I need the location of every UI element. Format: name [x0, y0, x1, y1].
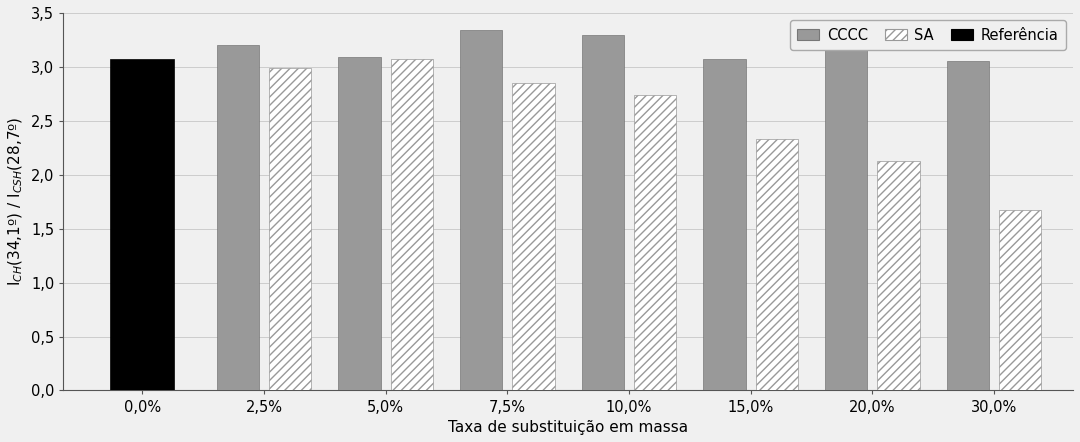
Bar	[703, 59, 746, 390]
Bar	[946, 61, 989, 390]
Bar	[269, 68, 311, 390]
Bar	[877, 161, 920, 390]
X-axis label: Taxa de substituição em massa: Taxa de substituição em massa	[448, 420, 688, 435]
Bar	[634, 95, 676, 390]
Bar	[217, 45, 259, 390]
Bar	[460, 30, 502, 390]
Bar	[512, 83, 555, 390]
Y-axis label: I$_{CH}$(34,1º) / I$_{CSH}$(28,7º): I$_{CH}$(34,1º) / I$_{CSH}$(28,7º)	[6, 117, 25, 286]
Bar	[391, 59, 433, 390]
Bar	[999, 210, 1041, 390]
Legend: CCCC, SA, Referência: CCCC, SA, Referência	[791, 20, 1066, 50]
Bar	[581, 34, 624, 390]
Bar	[756, 139, 798, 390]
Bar	[338, 57, 381, 390]
Bar	[825, 50, 867, 390]
Bar	[110, 59, 174, 390]
